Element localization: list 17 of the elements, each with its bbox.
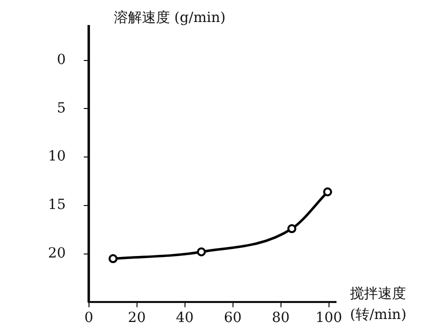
x-tick-label: 0	[84, 310, 94, 326]
y-tick-label: 0	[56, 52, 66, 68]
x-tick-label: 100	[315, 310, 342, 326]
point	[287, 224, 296, 234]
y-tick-label: 5	[56, 100, 66, 116]
y-tick-label: 20	[48, 245, 66, 262]
y-tick-label: 10	[48, 148, 66, 165]
point	[108, 254, 118, 264]
x-tick-label: 60	[224, 310, 242, 326]
point	[196, 247, 206, 256]
x-tick-label: 20	[128, 310, 146, 326]
y-axis-title: 溶解速度 (g/min)	[114, 9, 226, 28]
x-tick-label: 80	[272, 310, 290, 326]
x-axis-title: 搅拌速度 (转/min)	[350, 285, 406, 326]
y-tick-label: 15	[48, 197, 66, 214]
x-tick-label: 40	[176, 310, 194, 326]
point	[323, 187, 332, 196]
